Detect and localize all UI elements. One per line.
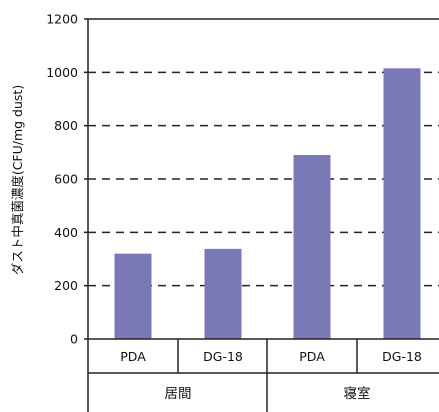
axes — [87, 18, 439, 412]
bars — [114, 68, 421, 339]
y-tick-label: 400 — [54, 225, 78, 240]
bar — [293, 155, 331, 339]
y-axis-label: ダスト中真菌濃度(CFU/mg dust) — [10, 85, 25, 275]
x-category-label: PDA — [120, 349, 146, 364]
y-tick-label: 800 — [54, 118, 78, 133]
x-category-label: DG-18 — [203, 349, 243, 364]
y-tick-label: 0 — [70, 332, 78, 347]
category-labels: PDA DG-18 PDA DG-18 — [120, 349, 422, 364]
y-tick-label: 600 — [54, 172, 78, 187]
group-label: 寝室 — [344, 385, 371, 402]
bar — [383, 68, 421, 339]
y-tick-label: 1200 — [46, 12, 78, 27]
x-category-label: PDA — [299, 349, 325, 364]
bar — [204, 248, 242, 339]
group-label: 居間 — [165, 386, 192, 402]
y-tick-label: 1000 — [46, 65, 78, 80]
y-tick-labels: 0 200 400 600 800 1000 1200 — [46, 12, 88, 347]
bar — [114, 253, 152, 339]
y-tick-label: 200 — [54, 278, 78, 293]
x-category-label: DG-18 — [382, 349, 422, 364]
group-labels: 居間 寝室 — [165, 385, 371, 402]
